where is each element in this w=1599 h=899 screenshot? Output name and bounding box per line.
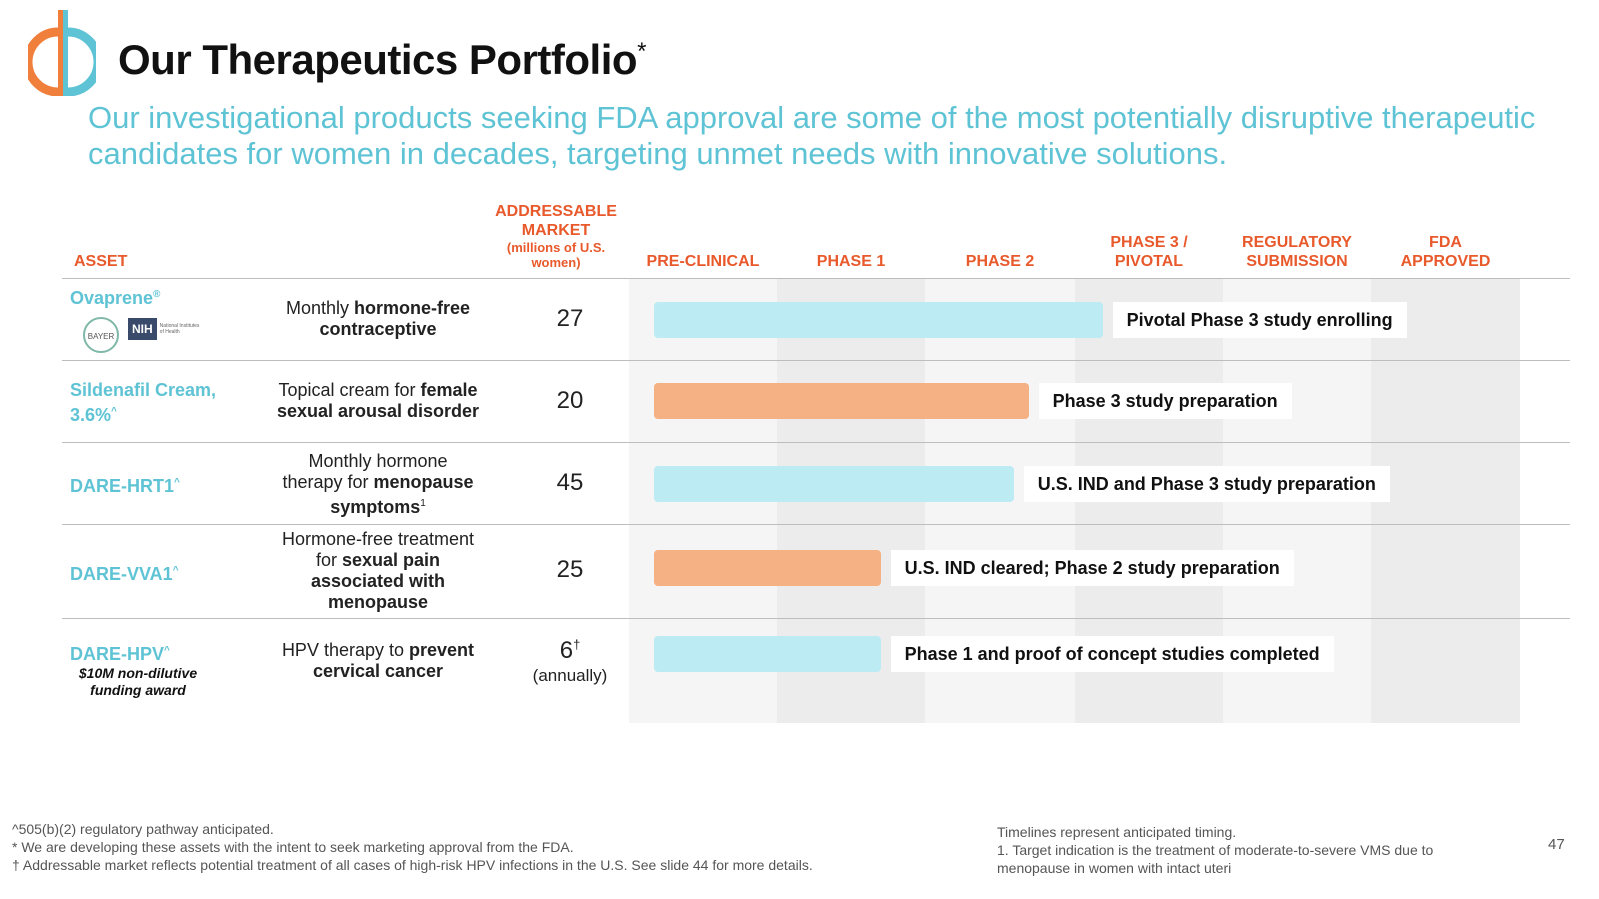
row-divider	[62, 278, 1570, 279]
header-asset: ASSET	[74, 253, 128, 270]
row-divider	[62, 442, 1570, 443]
market-dare-hrt1: 45	[556, 469, 584, 496]
header-preclinical: PRE-CLINICAL	[646, 253, 760, 270]
asset-note-dare-hpv: $10M non-dilutive funding award	[78, 665, 198, 698]
bayer-cross-icon: BAYER	[83, 317, 119, 353]
progress-bar-dare-hrt1	[654, 466, 1014, 502]
header-phase2: PHASE 2	[965, 253, 1035, 270]
market-dare-vva1: 25	[556, 556, 584, 583]
row-divider	[62, 524, 1570, 525]
desc-dare-hrt1: Monthly hormone therapy for menopause sy…	[282, 451, 474, 517]
header-fda: FDA APPROVED	[1400, 234, 1491, 270]
header-phase1: PHASE 1	[816, 253, 886, 270]
status-dare-vva1: U.S. IND cleared; Phase 2 study preparat…	[890, 550, 1294, 586]
progress-bar-dare-vva1	[654, 550, 881, 586]
footnotes-left: ^505(b)(2) regulatory pathway anticipate…	[12, 821, 813, 873]
progress-bar-ovaprene	[654, 302, 1103, 338]
status-dare-hrt1: U.S. IND and Phase 3 study preparation	[1023, 466, 1390, 502]
status-dare-hpv: Phase 1 and proof of concept studies com…	[890, 636, 1334, 672]
progress-bar-dare-hpv	[654, 636, 881, 672]
asset-dare-hrt1: DARE-HRT1^	[70, 476, 180, 496]
progress-bar-sildenafil-cream	[654, 383, 1029, 419]
nih-logo: NIH National Institutes of Health	[128, 318, 204, 340]
desc-dare-hpv: HPV therapy to prevent cervical cancer	[281, 640, 475, 681]
market-sildenafil-cream: 20	[556, 387, 584, 414]
asset-dare-hpv: DARE-HPV^	[70, 644, 170, 664]
asset-sildenafil-cream: Sildenafil Cream, 3.6%^	[70, 380, 217, 425]
asset-dare-vva1: DARE-VVA1^	[70, 564, 179, 584]
header-regulatory: REGULATORY SUBMISSION	[1242, 234, 1352, 270]
status-ovaprene: Pivotal Phase 3 study enrolling	[1112, 302, 1407, 338]
footnotes-right: Timelines represent anticipated timing. …	[997, 824, 1434, 876]
market-dare-hpv: 6†	[559, 637, 581, 664]
svg-text:BAYER: BAYER	[88, 332, 115, 341]
row-divider	[62, 360, 1570, 361]
company-logo-icon	[28, 10, 96, 96]
row-divider	[62, 618, 1570, 619]
page-subtitle: Our investigational products seeking FDA…	[88, 100, 1536, 171]
header-phase3: PHASE 3 /PIVOTAL	[1110, 234, 1188, 270]
page-title: Our Therapeutics Portfolio*	[118, 36, 646, 83]
status-sildenafil-cream: Phase 3 study preparation	[1038, 383, 1292, 419]
header-addressable-market: ADDRESSABLE MARKET (millions of U.S. wom…	[495, 203, 617, 270]
market-ovaprene: 27	[556, 305, 584, 332]
bayer-logo: BAYER	[82, 316, 120, 359]
market-note-dare-hpv: (annually)	[532, 666, 608, 685]
desc-ovaprene: Monthly hormone-free contraceptive	[285, 298, 471, 339]
page-number: 47	[1548, 836, 1565, 853]
asset-ovaprene: Ovaprene®	[70, 288, 161, 308]
desc-sildenafil-cream: Topical cream for female sexual arousal …	[276, 380, 480, 421]
desc-dare-vva1: Hormone-free treatment for sexual pain a…	[281, 529, 475, 612]
fda-column-band	[1371, 279, 1520, 723]
